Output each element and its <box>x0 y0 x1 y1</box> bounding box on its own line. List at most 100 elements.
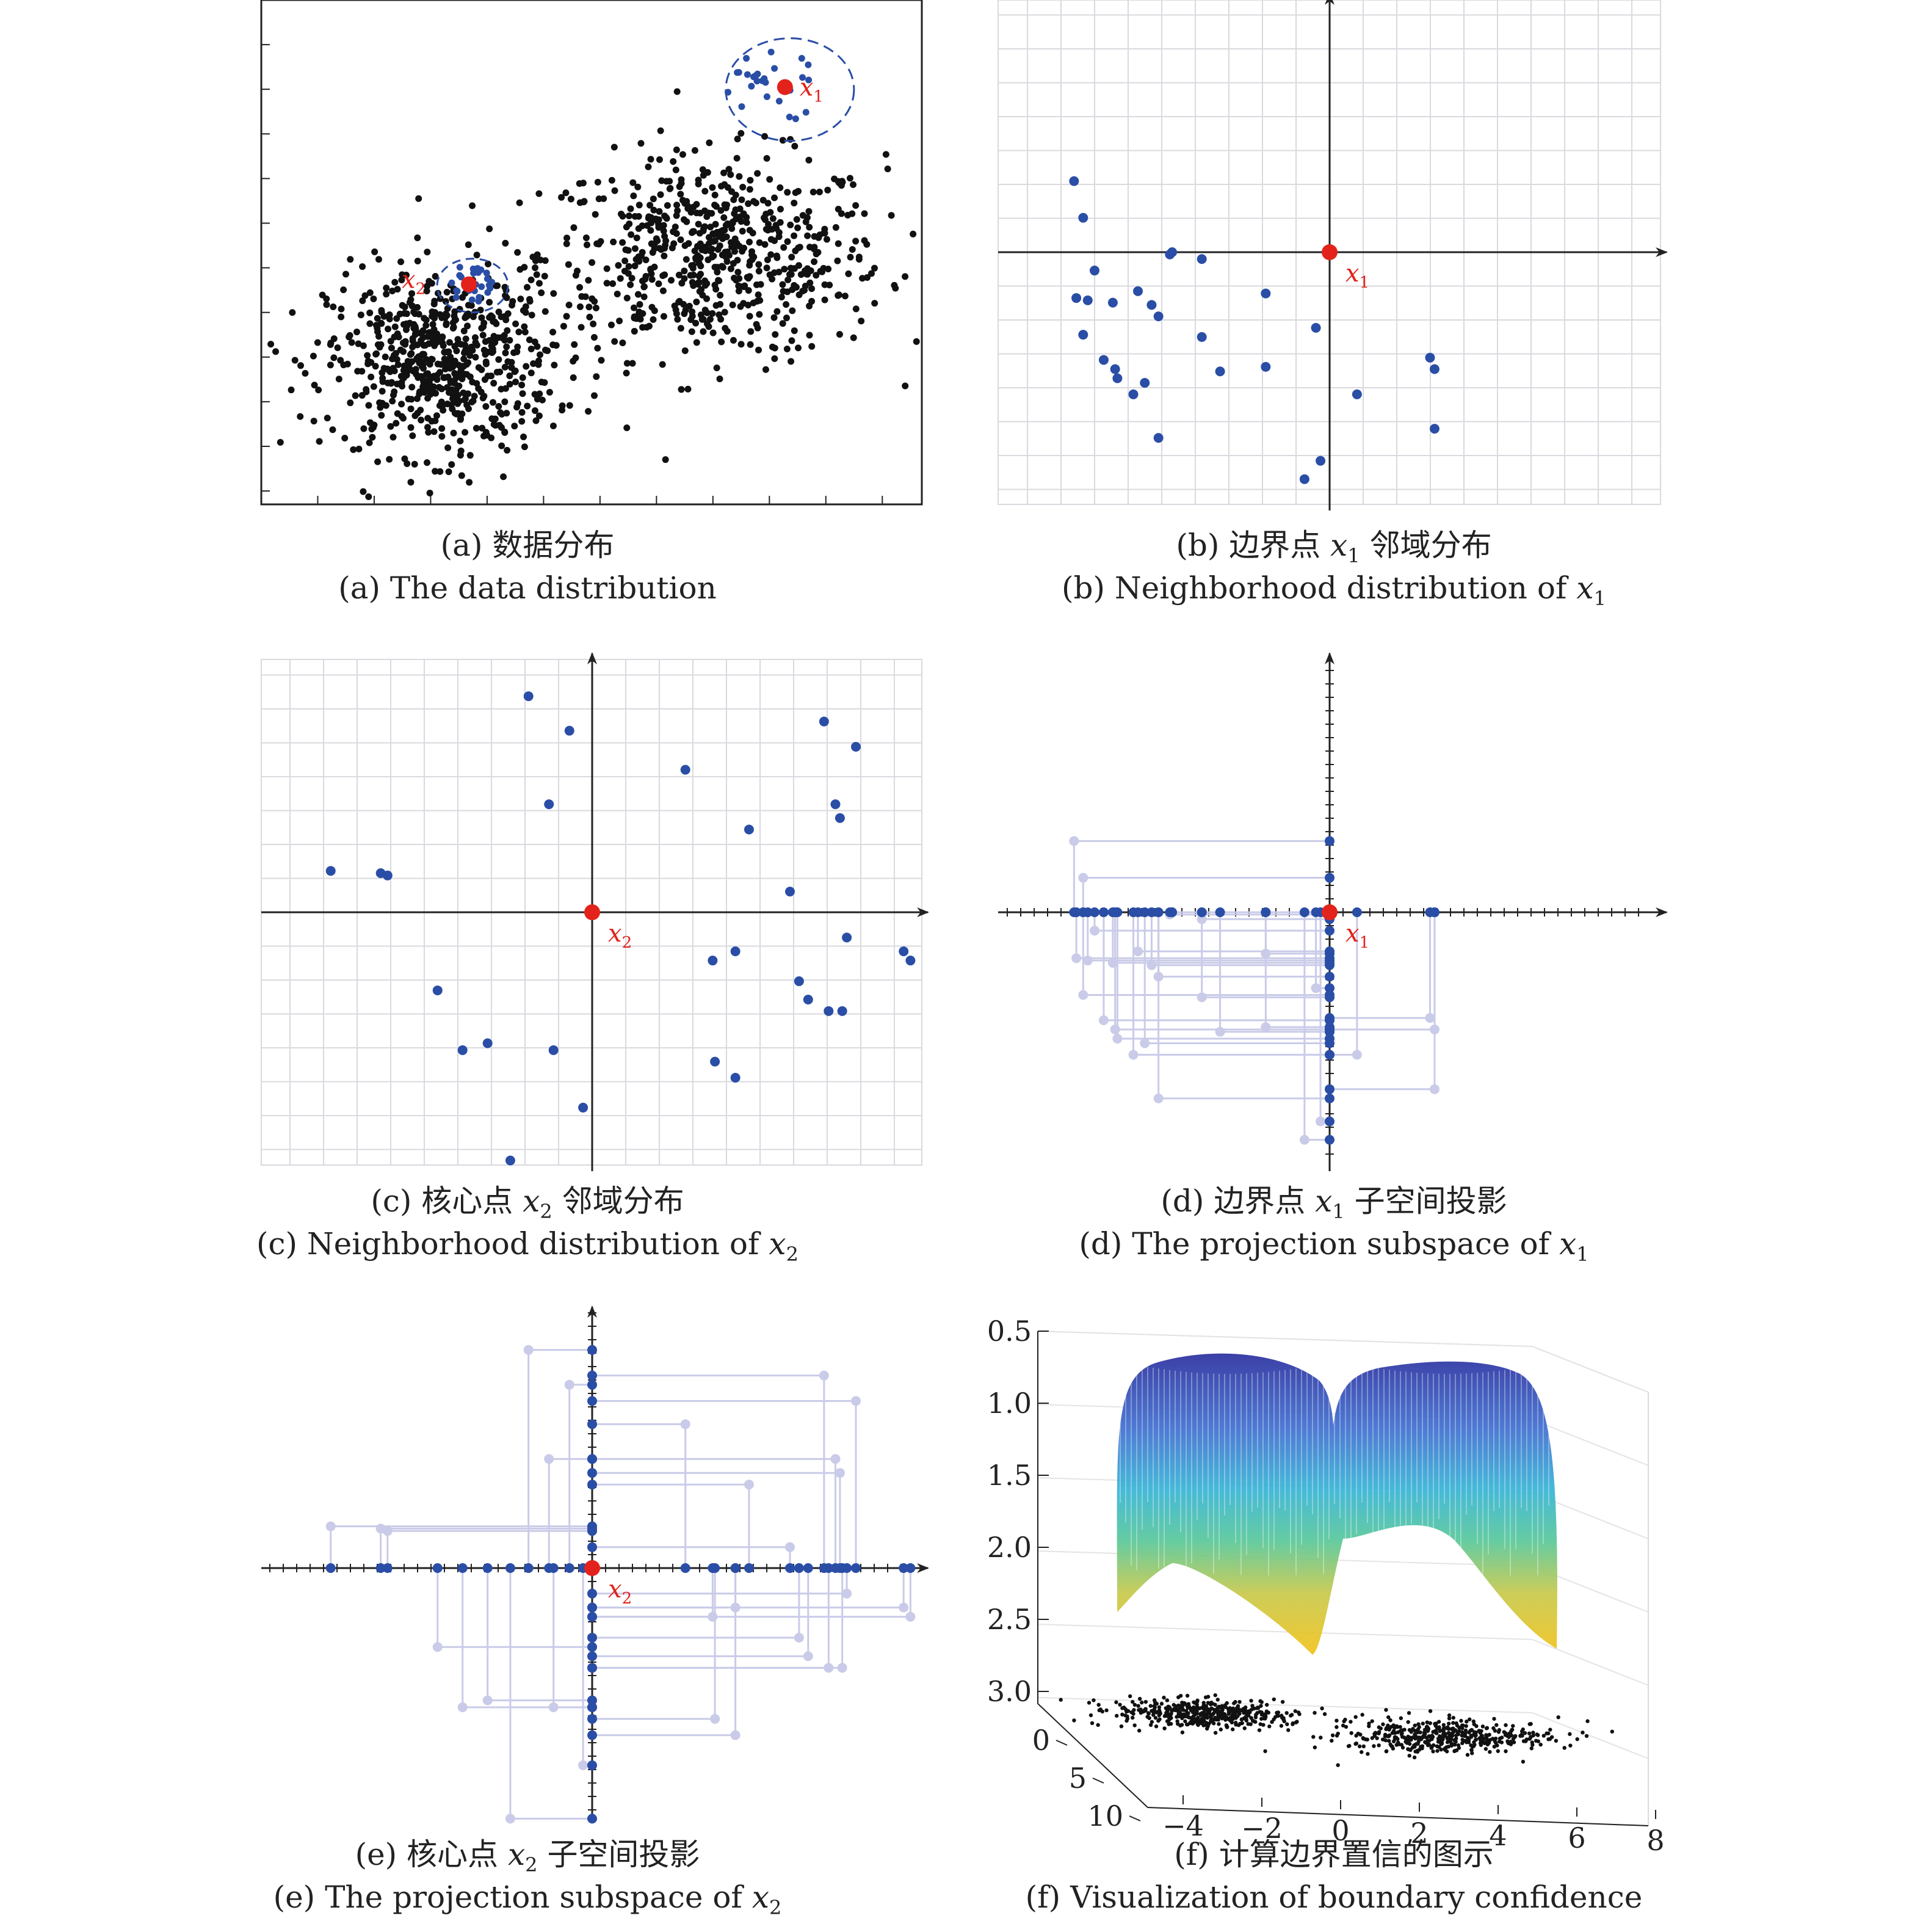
floor-point <box>1386 1734 1391 1738</box>
data-point <box>688 328 695 335</box>
caption-e-en: (e) The projection subspace of x2 <box>131 1882 924 1925</box>
floor-point <box>1097 1708 1101 1713</box>
data-point <box>691 147 698 154</box>
floor-point <box>1504 1723 1508 1727</box>
data-point <box>684 385 692 393</box>
neighbor-point <box>452 294 460 301</box>
data-point <box>634 291 642 298</box>
data-point <box>725 165 733 173</box>
floor-point <box>1492 1738 1497 1742</box>
floor-point <box>1428 1721 1432 1726</box>
floor-point <box>1261 1723 1266 1727</box>
floor-point <box>1233 1712 1237 1716</box>
data-point <box>627 205 634 212</box>
data-point <box>692 319 700 327</box>
floor-point <box>1384 1727 1388 1732</box>
x-projection-point <box>505 1563 515 1573</box>
data-point <box>792 189 799 196</box>
floor-point <box>1199 1712 1204 1716</box>
data-point <box>759 197 767 204</box>
floor-point <box>1421 1735 1425 1740</box>
projection-line <box>462 1568 592 1709</box>
projection-line <box>592 1546 791 1568</box>
original-point <box>1311 983 1321 993</box>
floor-point <box>1130 1715 1135 1720</box>
data-point <box>792 283 800 291</box>
floor-point <box>1581 1730 1585 1735</box>
data-point <box>629 360 636 367</box>
x-projection-point <box>564 1563 574 1573</box>
data-point <box>673 88 681 95</box>
data-point <box>855 253 863 261</box>
floor-point <box>1215 1698 1220 1702</box>
floor-point <box>1421 1721 1425 1726</box>
floor-point <box>1457 1729 1461 1733</box>
data-point <box>683 256 690 263</box>
caption-c-zh-suffix: 邻域分布 <box>562 1183 684 1219</box>
x-projection-point <box>1153 907 1164 917</box>
data-point <box>743 219 750 226</box>
floor-point <box>1407 1727 1412 1732</box>
data-point <box>662 237 670 244</box>
y-projection-point <box>587 1468 597 1478</box>
data-point <box>678 386 685 393</box>
floor-point <box>1253 1715 1258 1720</box>
data-point <box>755 291 762 299</box>
data-point <box>426 329 433 336</box>
x-projection-point <box>837 1563 847 1573</box>
floor-point <box>1343 1718 1347 1722</box>
data-point <box>360 425 368 432</box>
data-point <box>626 220 633 228</box>
y-projection-point <box>1325 1116 1335 1127</box>
data-point <box>366 320 374 327</box>
data-point <box>756 311 763 318</box>
data-point <box>724 220 731 228</box>
floor-point <box>1137 1696 1142 1701</box>
data-point <box>794 224 802 231</box>
floor-point <box>1383 1732 1388 1737</box>
y-projection-point <box>587 1345 597 1355</box>
data-point <box>706 139 713 147</box>
data-point <box>424 385 432 392</box>
data-point <box>359 263 366 271</box>
data-point <box>438 433 446 440</box>
floor-point <box>1396 1730 1400 1735</box>
floor-point <box>1387 1738 1391 1743</box>
data-point <box>521 329 529 336</box>
caption-c-sub: 2 <box>540 1200 552 1223</box>
data-point <box>502 349 509 357</box>
data-point <box>316 438 323 445</box>
neighbor-point <box>799 74 806 81</box>
data-point <box>357 311 364 319</box>
data-point <box>385 325 392 333</box>
y-projection-point <box>1325 1093 1335 1103</box>
neighbor-point <box>767 48 775 56</box>
floor-point <box>1403 1740 1408 1744</box>
data-point <box>755 267 762 275</box>
data-point <box>700 172 707 179</box>
panel-b-neighborhood-x1: x1 <box>998 0 1668 510</box>
x-projection-point <box>325 1563 336 1573</box>
floor-point <box>1440 1741 1444 1746</box>
data-point <box>655 280 662 288</box>
data-point <box>660 222 667 229</box>
floor-point <box>1272 1697 1276 1702</box>
projection-line <box>548 1458 592 1568</box>
data-point <box>597 238 604 245</box>
data-point <box>659 287 667 294</box>
data-point <box>532 417 540 424</box>
floor-point <box>1470 1751 1474 1756</box>
data-point <box>674 316 681 323</box>
neighbor-point <box>735 68 742 76</box>
data-point <box>338 313 345 321</box>
data-point <box>771 344 778 352</box>
neighbor-point <box>1082 295 1093 305</box>
floor-point <box>1181 1703 1185 1707</box>
data-point <box>576 199 584 206</box>
x-projection-point <box>457 1563 468 1573</box>
data-point <box>480 346 488 354</box>
floor-point <box>1367 1721 1371 1726</box>
data-point <box>469 347 476 354</box>
y-projection-point <box>1325 948 1335 959</box>
data-point <box>667 277 675 284</box>
